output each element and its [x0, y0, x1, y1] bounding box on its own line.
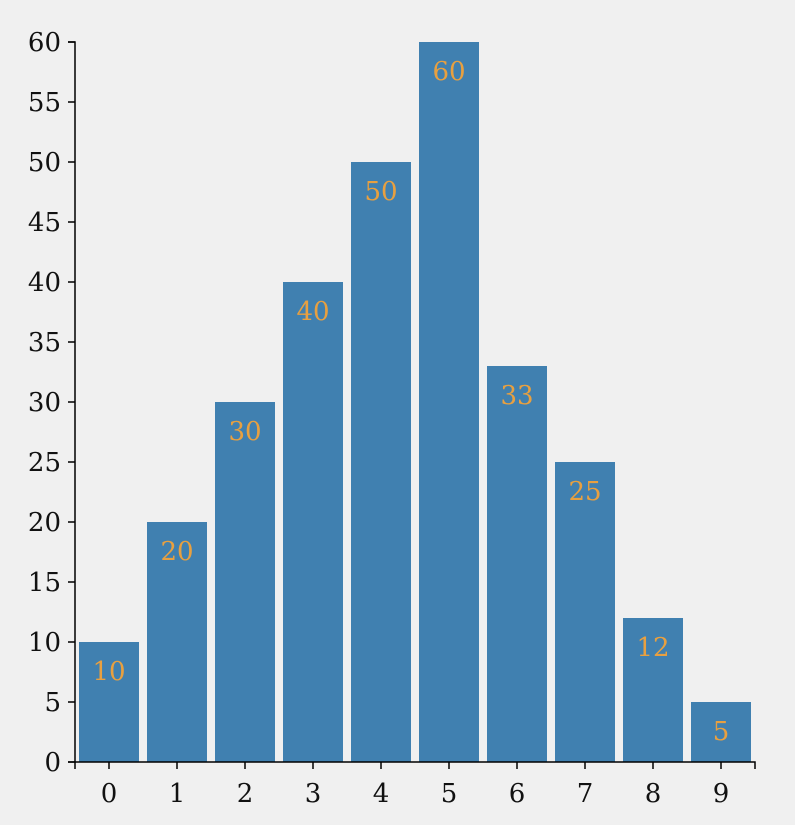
x-tick-label: 6	[509, 779, 526, 809]
bar-0	[79, 642, 139, 762]
bar-value-label: 20	[160, 537, 193, 567]
bar-value-label: 10	[92, 657, 125, 687]
x-tick-label: 7	[577, 779, 594, 809]
y-tick-label: 0	[44, 748, 61, 778]
bar-value-label: 25	[568, 477, 601, 507]
bar-3	[283, 282, 343, 762]
y-tick-label: 25	[28, 448, 61, 478]
y-tick-label: 5	[44, 688, 61, 718]
bar-4	[351, 162, 411, 762]
bar-value-label: 5	[713, 717, 730, 747]
x-tick-label: 9	[713, 779, 730, 809]
y-tick-label: 55	[28, 88, 61, 118]
bar-6	[487, 366, 547, 762]
bar-1	[147, 522, 207, 762]
y-tick-label: 60	[28, 28, 61, 58]
bar-labels-group: 10 20 30 40 50 60 33 25 12 5	[92, 57, 729, 747]
bar-value-label: 12	[636, 633, 669, 663]
x-axis-line	[74, 761, 756, 769]
bar-value-label: 40	[296, 297, 329, 327]
x-tick-label: 4	[373, 779, 390, 809]
y-tick-label: 10	[28, 628, 61, 658]
y-tick-label: 30	[28, 388, 61, 418]
bar-7	[555, 462, 615, 762]
x-tick-label: 8	[645, 779, 662, 809]
y-tick-label: 15	[28, 568, 61, 598]
x-tick-label: 5	[441, 779, 458, 809]
x-tick-label: 1	[169, 779, 186, 809]
bars-group	[79, 42, 751, 762]
bar-5	[419, 42, 479, 762]
y-axis: 0 5 10 15 20 25 30 35 40 45 50 55 60	[28, 28, 76, 778]
bar-value-label: 50	[364, 177, 397, 207]
bar-8	[623, 618, 683, 762]
y-tick-label: 45	[28, 208, 61, 238]
bar-value-label: 30	[228, 417, 261, 447]
x-tick-label: 0	[101, 779, 118, 809]
y-tick-label: 50	[28, 148, 61, 178]
y-tick-label: 40	[28, 268, 61, 298]
x-tick-label: 3	[305, 779, 322, 809]
y-tick-label: 20	[28, 508, 61, 538]
bar-2	[215, 402, 275, 762]
bar-value-label: 33	[500, 381, 533, 411]
x-axis: 0 1 2 3 4 5 6 7 8 9	[74, 761, 756, 809]
y-tick-label: 35	[28, 328, 61, 358]
bar-value-label: 60	[432, 57, 465, 87]
x-tick-label: 2	[237, 779, 254, 809]
bar-9	[691, 702, 751, 762]
